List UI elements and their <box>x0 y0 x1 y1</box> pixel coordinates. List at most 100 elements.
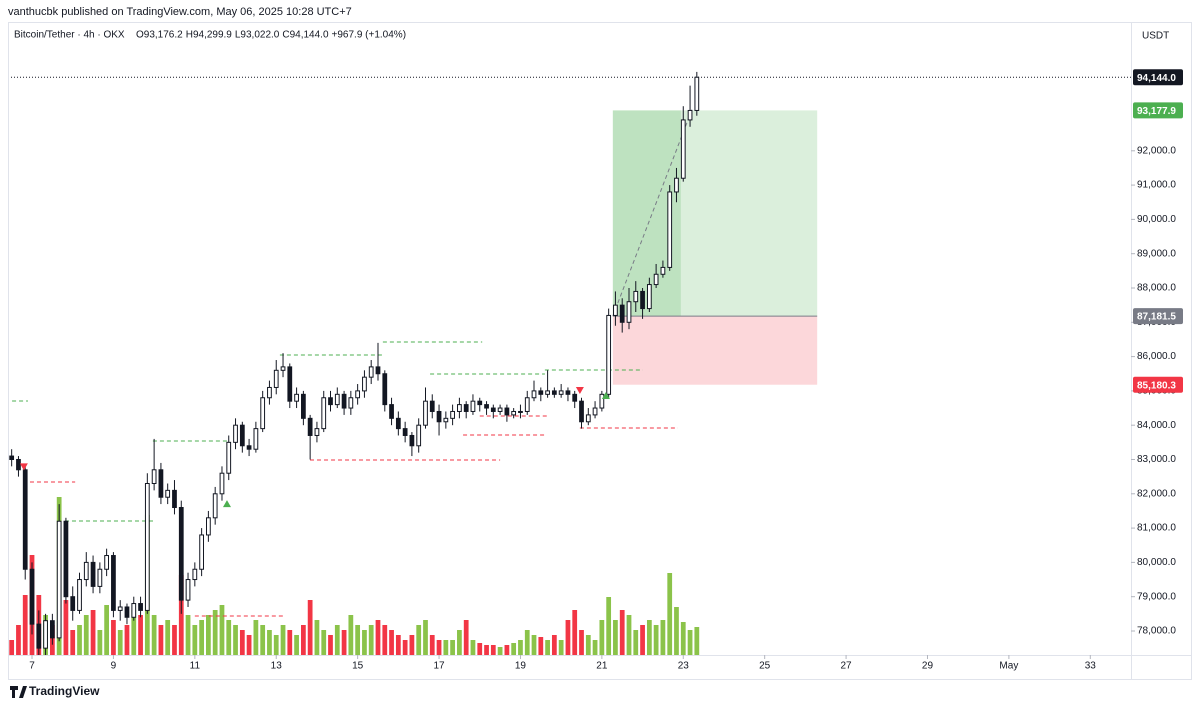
volume-bar <box>83 615 89 655</box>
volume-bar <box>423 620 428 655</box>
x-tick-label: 27 <box>841 661 853 672</box>
volume-bar <box>511 643 517 655</box>
volume-bar <box>490 645 496 655</box>
x-tick-label: 33 <box>1085 661 1097 672</box>
volume-bar <box>362 630 367 655</box>
volume-bar <box>219 605 225 655</box>
candle-body <box>212 493 218 519</box>
y-tick-label: 89,000.0 <box>1137 248 1176 259</box>
x-tick-label: 15 <box>352 661 364 672</box>
volume-bar <box>524 630 530 655</box>
volume-bar <box>545 640 550 655</box>
candle-body <box>219 472 225 495</box>
candle-body <box>321 397 327 430</box>
volume-bar <box>450 640 455 655</box>
candle-body <box>402 428 408 436</box>
candle-body <box>436 410 442 423</box>
ohlc-value: C94,144.0 <box>282 30 329 41</box>
x-tick-label: 9 <box>111 661 117 672</box>
volume-bar <box>633 630 639 655</box>
candle-body <box>572 393 578 402</box>
candle-body <box>423 400 428 426</box>
volume-bar <box>572 610 578 655</box>
candle-body <box>545 390 550 395</box>
price-label: 85,180.3 <box>1137 380 1176 391</box>
candle-body <box>416 424 422 447</box>
volume-bar <box>16 625 21 655</box>
volume-bar <box>246 635 252 655</box>
ohlc-value: +967.9 (+1.04%) <box>332 30 407 41</box>
y-tick-label: 80,000.0 <box>1137 557 1176 568</box>
volume-bar <box>667 573 673 655</box>
volume-bar <box>518 640 523 655</box>
volume-bar <box>484 645 489 655</box>
candle-body <box>158 469 164 498</box>
candle-body <box>49 620 55 639</box>
volume-bar <box>206 615 211 655</box>
volume-bar <box>619 610 625 655</box>
candle-body <box>199 534 205 570</box>
candle-body <box>653 273 659 286</box>
candle-body <box>348 397 354 409</box>
volume-bar <box>613 620 618 655</box>
logo-mark <box>10 686 27 698</box>
volume-bar <box>158 625 164 655</box>
price-label: 93,177.9 <box>1137 106 1176 117</box>
volume-bar <box>409 635 415 655</box>
volume-bar <box>124 625 130 655</box>
price-label-bg <box>1133 376 1183 393</box>
candle-body <box>368 366 374 378</box>
volume-bar <box>185 615 191 655</box>
candle-body <box>56 520 62 639</box>
candle-body <box>490 407 496 412</box>
candle-body <box>660 266 666 275</box>
volume-bar <box>97 630 103 655</box>
volume-bar <box>348 615 354 655</box>
candle-body <box>633 290 639 303</box>
currency: USDT <box>1142 31 1169 42</box>
volume-bar <box>104 605 110 655</box>
volume-bar <box>63 600 69 655</box>
candle-body <box>233 424 238 443</box>
ohlc-value: L93,022.0 <box>235 30 280 41</box>
volume-bar <box>592 640 598 655</box>
candle-body <box>355 390 361 399</box>
candle-body <box>463 404 469 412</box>
volume-bar <box>470 640 476 655</box>
candle-body <box>592 407 598 416</box>
candle-body <box>151 469 157 485</box>
x-tick-label: 7 <box>29 661 35 672</box>
volume-bar <box>653 625 659 655</box>
signal-marker <box>601 392 610 400</box>
candle-body <box>551 390 557 395</box>
volume-bar <box>443 640 449 655</box>
volume-bar <box>314 620 320 655</box>
price-label-bg <box>1133 308 1183 325</box>
symbol: Bitcoin/Tether · 4h · OKX <box>14 30 125 41</box>
volume-bar <box>212 610 218 655</box>
volume-bar <box>301 625 306 655</box>
candle-body <box>375 366 381 375</box>
volume-bar <box>239 630 245 655</box>
volume-bar <box>117 630 123 655</box>
volume-bar <box>233 625 238 655</box>
candle-body <box>192 568 198 581</box>
y-tick-label: 92,000.0 <box>1137 145 1176 156</box>
volume-bar <box>280 625 286 655</box>
y-tick-label: 84,000.0 <box>1137 420 1176 431</box>
volume-bar <box>375 620 381 655</box>
candle-body <box>131 603 137 618</box>
candle-body <box>301 393 306 419</box>
candle-body <box>307 417 313 436</box>
brand-logo: TradingView <box>10 684 100 698</box>
candle-body <box>674 177 679 193</box>
volume-bar <box>226 620 232 655</box>
candle-body <box>104 555 110 570</box>
y-tick-label: 81,000.0 <box>1137 523 1176 534</box>
candle-body <box>538 390 544 395</box>
candle-body <box>70 596 76 611</box>
profit-zone <box>612 110 818 317</box>
price-label-bg <box>1133 69 1183 86</box>
